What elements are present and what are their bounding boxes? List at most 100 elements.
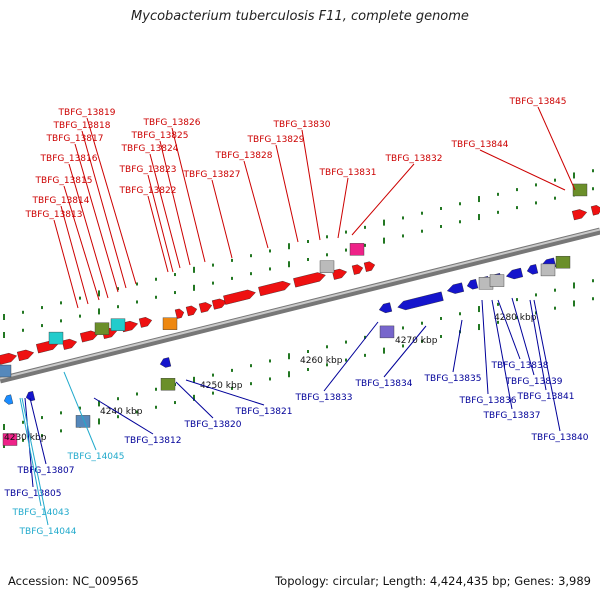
reverse-gene-label: TBFG_13821 [235,407,293,417]
reverse-gene-label-leader [511,297,535,376]
reverse-gene-label-leader [481,299,489,395]
feature-box [94,322,110,335]
feature-box [379,325,395,339]
reverse-gene-label: TBFG_13838 [491,361,549,371]
forward-gene-arrow [571,209,588,221]
accession-text: Accession: NC_009565 [8,574,139,588]
reverse-gene-label: TBFG_13805 [4,489,62,499]
forward-gene-label: TBFG_13844 [451,140,509,150]
forward-gene-arrow [590,205,600,216]
forward-gene-label-leader [149,153,181,269]
reverse-gene-arrow [378,302,393,314]
forward-gene-label-leader [337,177,349,239]
reverse-gene-label-leader [93,397,154,435]
forward-gene-arrow [61,338,78,350]
reverse-gene-arrow [159,357,172,368]
scale-label: 4270 kbp [395,336,438,346]
forward-gene-label: TBFG_13817 [46,134,104,144]
reverse-gene-label: TBFG_13820 [184,420,242,430]
alt-gene-label-leader [19,397,42,507]
forward-gene-arrow [293,272,326,288]
reverse-gene-label: TBFG_13807 [17,466,75,476]
reverse-gene-label: TBFG_13835 [424,374,482,384]
reverse-gene-label: TBFG_13836 [459,396,517,406]
forward-gene-label: TBFG_13830 [273,120,331,130]
forward-gene-label-leader [301,129,321,241]
forward-gene-label-leader [53,219,79,309]
feature-box [0,364,12,378]
forward-gene-label-leader [147,195,169,273]
reverse-gene-arrow [505,267,524,280]
reverse-gene-label: TBFG_13812 [124,436,182,446]
forward-gene-label: TBFG_13813 [25,210,83,220]
reverse-gene-label: TBFG_13839 [505,377,563,387]
feature-box [162,317,178,330]
forward-gene-label-leader [351,163,415,236]
forward-gene-arrow [16,349,35,362]
forward-gene-arrow [331,268,348,280]
alt-gene-label: TBFG_14045 [67,452,125,462]
forward-gene-label: TBFG_13823 [119,165,177,175]
reverse-gene-label: TBFG_13834 [355,379,413,389]
forward-gene-label: TBFG_13818 [53,121,111,131]
reverse-gene-arrow [526,264,539,275]
forward-gene-arrow [211,298,228,310]
alt-gene-label-leader [63,371,97,451]
scale-label: 4230 kbp [4,433,47,443]
reverse-gene-label: TBFG_13837 [483,411,541,421]
forward-gene-label-leader [171,127,206,263]
forward-gene-label: TBFG_13828 [215,151,273,161]
forward-gene-arrow [185,305,198,317]
reverse-gene-label-leader [497,299,521,360]
forward-gene-label-leader [68,163,109,299]
scale-label: 4280 kbp [494,313,537,323]
feature-box [572,183,588,197]
scale-label: 4240 kbp [100,407,143,417]
reverse-gene-label-leader [175,381,214,419]
forward-gene-label-leader [81,130,127,289]
forward-gene-label: TBFG_13816 [40,154,98,164]
reverse-gene-label-leader [323,321,379,392]
forward-gene-label-leader [147,174,174,273]
forward-gene-label-leader [86,117,137,285]
forward-gene-arrow [223,289,256,305]
forward-gene-label: TBFG_13831 [319,168,377,178]
forward-gene-label: TBFG_13815 [35,176,93,186]
forward-gene-label: TBFG_13824 [121,144,179,154]
reverse-gene-label-leader [529,299,547,391]
scale-label: 4260 kbp [300,356,343,366]
forward-gene-label-leader [537,106,576,191]
genome-info-text: Topology: circular; Length: 4,424,435 bp… [275,574,591,588]
forward-gene-label: TBFG_13829 [247,135,305,145]
forward-gene-label-leader [275,144,299,243]
forward-gene-label: TBFG_13819 [58,108,116,118]
forward-gene-label-leader [479,149,566,191]
feature-box [489,274,505,287]
feature-box [540,263,556,277]
forward-gene-label: TBFG_13826 [143,118,201,128]
forward-gene-label-leader [60,205,89,305]
forward-gene-label-leader [74,143,119,293]
reverse-gene-label-leader [533,299,561,432]
forward-gene-arrow [79,330,100,343]
forward-gene-arrow [174,308,185,319]
genome-backbone [0,227,600,384]
reverse-gene-arrow [397,291,444,311]
reverse-gene-label-leader [29,397,47,465]
alt-gene-label-leader [21,397,49,526]
forward-gene-label-leader [243,160,269,249]
forward-gene-label: TBFG_13825 [131,131,189,141]
reverse-gene-arrow [446,282,465,294]
forward-gene-arrow [198,302,213,313]
feature-box [2,433,18,446]
feature-box [110,318,126,331]
forward-gene-label-leader [211,179,233,259]
forward-gene-arrow [138,317,153,328]
reverse-gene-label-leader [383,325,427,378]
reverse-gene-label-leader [452,319,463,373]
map-title: Mycobacterium tuberculosis F11, complete… [131,9,469,24]
forward-gene-label: TBFG_13814 [32,196,90,206]
forward-gene-label: TBFG_13845 [509,97,567,107]
reverse-gene-label: TBFG_13841 [517,392,575,402]
